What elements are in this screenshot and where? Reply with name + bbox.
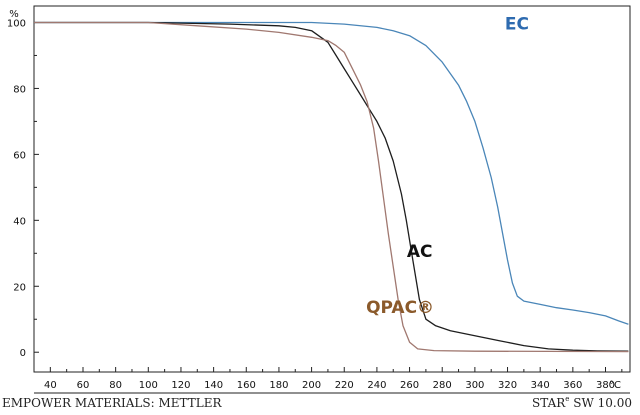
series-label-0: EC: [505, 14, 529, 34]
x-tick-label: 160: [237, 380, 256, 391]
chart-series-labels: EC AC QPAC®: [366, 14, 529, 318]
x-tick-label: 180: [269, 380, 288, 391]
y-tick-label: 60: [13, 150, 26, 161]
x-tick-label: 100: [139, 380, 158, 391]
footer-left-caption: EMPOWER MATERIALS: METTLER: [2, 396, 222, 410]
series-label-1: AC: [407, 242, 433, 262]
x-tick-label: 380: [596, 380, 615, 391]
series-label-2: QPAC®: [366, 298, 434, 318]
x-tick-label: 340: [531, 380, 550, 391]
y-tick-label: 20: [13, 282, 26, 293]
footer-software-name: STAR: [532, 396, 566, 410]
x-tick-label: 220: [335, 380, 354, 391]
plot-frame: [33, 5, 631, 373]
x-tick-label: 240: [367, 380, 386, 391]
tga-chart: 0 20 40 60 80 100% 40 60 80 100 120 140 160 180 200 220…: [7, 5, 631, 394]
x-tick-label: 80: [109, 380, 122, 391]
footer-company-text: EMPOWER MATERIALS: METTLER: [2, 396, 222, 410]
series-line-2: [34, 21, 629, 353]
x-tick-label: 200: [302, 380, 321, 391]
x-tick-label: 40: [44, 380, 57, 391]
y-tick-label: 80: [13, 84, 26, 95]
y-tick-label: 100: [7, 18, 26, 29]
x-tick-label: 280: [433, 380, 452, 391]
series-line-1: [34, 21, 629, 352]
x-tick-label: 300: [465, 380, 484, 391]
x-tick-label: 140: [204, 380, 223, 391]
footer-software-sup: e: [565, 395, 570, 403]
y-tick-label: 0: [20, 348, 26, 359]
footer-software-version: SW 10.00: [569, 396, 632, 410]
x-unit-label: °C: [609, 380, 621, 391]
x-tick-label: 120: [171, 380, 190, 391]
y-tick-label: 40: [13, 216, 26, 227]
x-tick-label: 60: [77, 380, 90, 391]
x-tick-label: 320: [498, 380, 517, 391]
chart-ticks: 0 20 40 60 80 100% 40 60 80 100 120 140 160 180 200 220…: [7, 9, 623, 391]
series-line-0: [34, 21, 629, 325]
chart-axes: [33, 5, 631, 394]
x-tick-label: 360: [563, 380, 582, 391]
y-unit-label: %: [9, 9, 19, 20]
footer-right-caption: STARe SW 10.00: [532, 395, 632, 410]
x-tick-label: 260: [400, 380, 419, 391]
chart-series: [34, 21, 629, 353]
